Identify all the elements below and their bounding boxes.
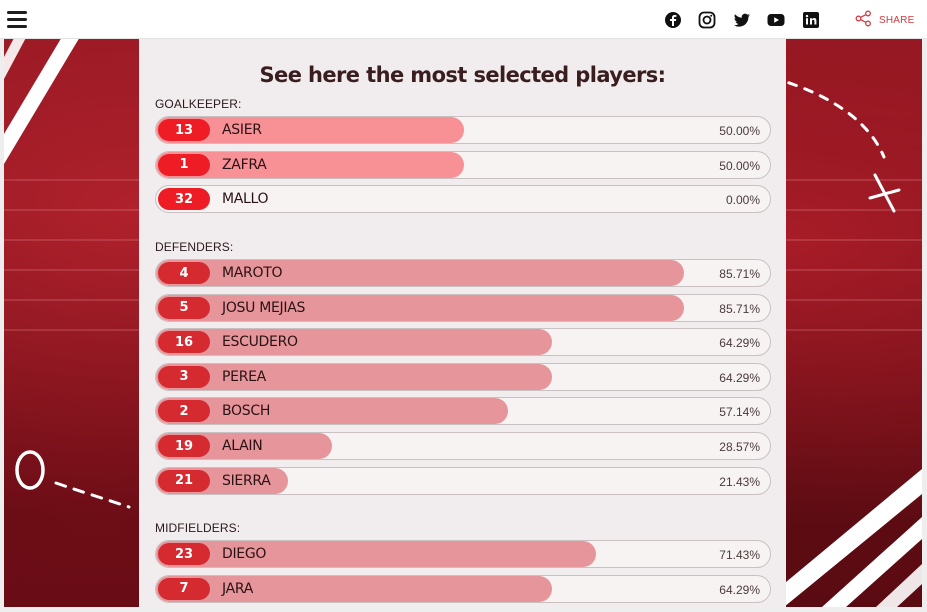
percent-label: 64.29% xyxy=(719,336,760,351)
player-number-badge: 7 xyxy=(158,577,210,600)
percent-bar xyxy=(156,398,508,425)
player-name: MAROTO xyxy=(222,265,283,281)
player-name: ESCUDERO xyxy=(222,334,298,351)
player-row[interactable]: 32 MALLO 0.00% xyxy=(155,185,771,214)
player-row[interactable]: 5 JOSU MEJIAS 85.71% xyxy=(155,293,771,322)
player-number-badge: 3 xyxy=(158,365,210,388)
share-label: SHARE xyxy=(879,14,915,26)
player-row[interactable]: 23 DIEGO 71.43% xyxy=(155,540,771,568)
instagram-icon[interactable] xyxy=(698,11,716,29)
share-icon xyxy=(855,10,872,31)
player-name: MALLO xyxy=(222,191,269,208)
player-name: ASIER xyxy=(222,122,262,138)
player-number-badge: 5 xyxy=(158,296,210,319)
top-bar: SHARE xyxy=(0,0,927,39)
percent-bar xyxy=(156,363,553,390)
percent-bar xyxy=(156,575,553,602)
player-row[interactable]: 13 ASIER 50.00% xyxy=(155,116,771,144)
player-number-badge: 21 xyxy=(158,469,210,492)
player-row[interactable]: 3 PEREA 64.29% xyxy=(155,362,771,391)
player-name: JOSU MEJIAS xyxy=(222,299,306,316)
player-row[interactable]: 19 ALAIN 28.57% xyxy=(155,432,771,460)
player-row[interactable]: 1 ZAFRA 50.00% xyxy=(155,150,771,179)
section-title: MIDFIELDERS: xyxy=(155,521,241,535)
percent-label: 71.43% xyxy=(719,548,760,562)
section-title: GOALKEEPER: xyxy=(155,97,242,111)
percent-label: 57.14% xyxy=(719,405,760,420)
player-number-badge: 1 xyxy=(158,153,210,176)
player-number-badge: 2 xyxy=(158,400,210,423)
player-number-badge: 13 xyxy=(158,119,210,141)
player-row[interactable]: 2 BOSCH 57.14% xyxy=(155,397,771,426)
player-row[interactable]: 4 MAROTO 85.71% xyxy=(155,259,771,287)
player-name: PEREA xyxy=(222,368,266,385)
youtube-icon[interactable] xyxy=(767,11,785,29)
percent-label: 50.00% xyxy=(719,158,760,173)
percent-bar xyxy=(156,260,684,286)
percent-bar xyxy=(156,294,684,321)
player-number-badge: 16 xyxy=(158,331,210,354)
player-row[interactable]: 16 ESCUDERO 64.29% xyxy=(155,328,771,357)
page-title: See here the most selected players: xyxy=(259,63,667,87)
share-button[interactable]: SHARE xyxy=(855,10,917,30)
player-name: SIERRA xyxy=(222,472,271,489)
percent-label: 85.71% xyxy=(719,301,760,316)
player-row[interactable]: 21 SIERRA 21.43% xyxy=(155,466,771,495)
linkedin-icon[interactable] xyxy=(802,11,820,29)
facebook-icon[interactable] xyxy=(664,11,682,29)
player-name: ZAFRA xyxy=(222,156,267,173)
player-number-badge: 4 xyxy=(158,262,210,284)
percent-label: 0.00% xyxy=(725,193,760,208)
percent-bar xyxy=(156,541,596,567)
player-name: JARA xyxy=(222,580,253,597)
percent-bar xyxy=(156,329,553,356)
player-row[interactable]: 7 JARA 64.29% xyxy=(155,574,771,603)
player-number-badge: 32 xyxy=(158,188,210,211)
menu-icon[interactable] xyxy=(7,11,27,29)
percent-label: 64.29% xyxy=(719,582,760,597)
percent-label: 50.00% xyxy=(719,124,760,138)
decorative-stripes xyxy=(4,39,922,607)
player-number-badge: 19 xyxy=(158,435,210,457)
twitter-icon[interactable] xyxy=(733,11,751,29)
player-name: DIEGO xyxy=(222,546,267,562)
player-number-badge: 23 xyxy=(158,543,210,565)
player-name: ALAIN xyxy=(222,438,263,454)
percent-label: 28.57% xyxy=(719,440,760,454)
section-title: DEFENDERS: xyxy=(155,240,234,254)
percent-label: 64.29% xyxy=(719,370,760,385)
results-panel: See here the most selected players: GOAL… xyxy=(139,39,786,607)
percent-label: 85.71% xyxy=(719,267,760,281)
percent-label: 21.43% xyxy=(719,474,760,489)
player-name: BOSCH xyxy=(222,403,271,420)
